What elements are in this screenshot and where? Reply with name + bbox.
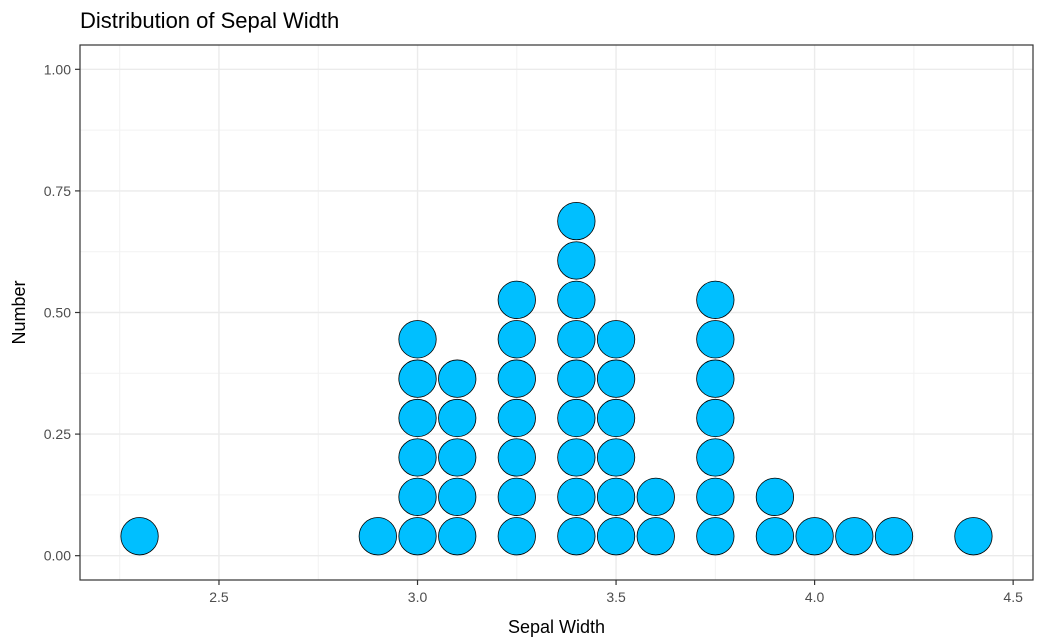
dot-mark <box>636 477 675 516</box>
dot-mark <box>557 280 596 319</box>
dot-mark <box>596 517 636 556</box>
dot-mark <box>358 517 397 556</box>
dot-marks <box>120 201 993 556</box>
y-tick-label: 0.50 <box>44 305 71 321</box>
dot-mark <box>557 320 596 359</box>
dot-mark <box>438 359 477 398</box>
dot-mark <box>497 477 536 516</box>
dot-mark <box>557 241 596 280</box>
major-gridlines <box>80 45 1033 580</box>
dot-mark <box>596 398 636 438</box>
dot-mark <box>497 280 536 319</box>
dot-mark <box>398 477 437 516</box>
dot-mark <box>696 438 735 477</box>
plot-panel <box>79 44 1034 581</box>
dot-mark <box>596 477 636 516</box>
dot-mark <box>696 320 735 359</box>
y-axis-title: Number <box>9 280 29 344</box>
x-tick-label: 2.5 <box>209 589 229 605</box>
dot-mark <box>696 477 735 516</box>
dot-mark <box>497 517 536 556</box>
dot-mark <box>557 517 596 556</box>
x-tick-label: 3.5 <box>606 589 626 605</box>
dot-mark <box>636 517 675 556</box>
dot-mark <box>438 477 477 516</box>
dot-mark <box>596 359 636 398</box>
y-axis: 0.00 0.25 0.50 0.75 1.00 <box>44 61 80 564</box>
dot-mark <box>557 438 596 477</box>
y-tick-label: 0.25 <box>44 426 71 442</box>
y-tick-label: 0.00 <box>44 548 71 564</box>
dot-mark <box>874 517 914 556</box>
x-tick-label: 4.5 <box>1003 589 1023 605</box>
chart-title: Distribution of Sepal Width <box>80 8 339 33</box>
dot-mark <box>497 398 536 438</box>
x-tick-label: 3.0 <box>408 589 428 605</box>
dot-mark <box>596 438 636 477</box>
dot-mark <box>835 517 874 556</box>
dot-mark <box>755 477 795 516</box>
dot-mark <box>557 201 596 241</box>
dot-mark <box>696 517 735 556</box>
dot-mark <box>497 359 536 398</box>
dot-mark <box>497 320 536 359</box>
x-tick-label: 4.0 <box>805 589 825 605</box>
dot-mark <box>497 438 536 477</box>
dot-mark <box>438 438 477 477</box>
dot-mark <box>557 359 596 398</box>
dot-mark <box>795 517 834 556</box>
dot-mark <box>557 398 596 438</box>
dot-mark <box>398 398 437 438</box>
dot-mark <box>438 517 477 556</box>
dot-mark <box>120 517 159 556</box>
y-tick-label: 0.75 <box>44 183 71 199</box>
dot-mark <box>696 398 735 438</box>
dot-mark <box>696 359 735 398</box>
dot-mark <box>398 359 437 398</box>
dot-mark <box>438 398 477 438</box>
dot-mark <box>398 320 437 359</box>
dot-mark <box>398 438 437 477</box>
x-axis: 2.5 3.0 3.5 4.0 4.5 <box>209 580 1023 605</box>
dot-mark <box>696 280 735 319</box>
y-tick-label: 1.00 <box>44 61 71 77</box>
dot-mark <box>596 320 636 359</box>
dot-mark <box>557 477 596 516</box>
dot-mark <box>755 517 795 556</box>
dot-mark <box>954 517 993 556</box>
dot-mark <box>398 517 437 556</box>
x-axis-title: Sepal Width <box>508 617 605 637</box>
